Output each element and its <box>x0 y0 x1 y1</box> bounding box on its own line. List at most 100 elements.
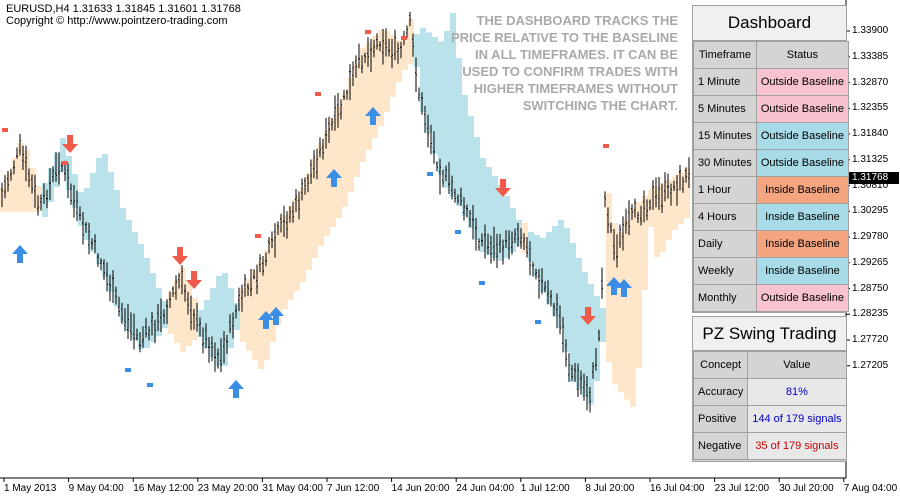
baseline-band <box>540 238 546 292</box>
baseline-band <box>648 190 654 227</box>
baseline-band <box>312 158 318 258</box>
baseline-band <box>222 273 228 366</box>
baseline-band <box>0 188 6 212</box>
baseline-band <box>396 40 402 82</box>
buy-arrow-icon <box>606 277 622 295</box>
table-row: Daily Inside Baseline <box>693 230 849 258</box>
baseline-band <box>72 174 78 208</box>
baseline-band <box>612 223 618 385</box>
price-tick-label: 1.30295 <box>852 205 889 217</box>
baseline-band <box>204 300 210 348</box>
baseline-band <box>498 185 504 261</box>
baseline-band <box>546 232 552 304</box>
baseline-band <box>264 250 270 360</box>
baseline-band <box>132 232 138 340</box>
time-tick-label: 16 May 12:00 <box>133 483 194 494</box>
baseline-band <box>456 58 462 206</box>
sell-arrow-icon <box>580 307 596 325</box>
baseline-band <box>216 276 222 366</box>
baseline-band <box>504 196 510 258</box>
dashboard-panel: Dashboard Timeframe Status 1 Minute Outside… <box>692 5 849 313</box>
status-cell: Outside Baseline <box>755 149 849 177</box>
price-tick-label: 1.31325 <box>852 153 889 165</box>
baseline-band <box>294 197 300 291</box>
baseline-band <box>318 143 324 246</box>
swing-panel: PZ Swing Trading Concept Value Accuracy 81%… <box>692 316 847 462</box>
baseline-band <box>276 226 282 324</box>
timeframe-cell: Daily <box>693 230 757 258</box>
timeframe-cell: 5 Minutes <box>693 95 757 123</box>
time-tick-label: 14 Jun 20:00 <box>391 483 450 494</box>
time-tick-label: 16 Jul 04:00 <box>650 483 705 494</box>
status-cell: Outside Baseline <box>755 122 849 150</box>
baseline-band <box>516 220 522 246</box>
baseline-band <box>24 150 30 212</box>
baseline-band <box>402 37 408 70</box>
baseline-band <box>480 158 486 252</box>
time-tick-label: 23 Jul 12:00 <box>714 483 770 494</box>
swing-marker <box>479 281 485 285</box>
baseline-band <box>636 202 642 368</box>
table-row: Negative 35 of 179 signals <box>692 432 847 460</box>
baseline-band <box>510 208 516 252</box>
copyright-text: Copyright © http://www.pointzero-trading… <box>6 15 228 27</box>
baseline-band <box>18 143 24 212</box>
value-cell: 144 of 179 signals <box>747 405 847 433</box>
baseline-band <box>324 130 330 236</box>
baseline-band <box>618 232 624 392</box>
baseline-band <box>228 288 234 348</box>
baseline-band <box>126 220 132 331</box>
baseline-band <box>186 283 192 346</box>
baseline-band <box>162 301 168 328</box>
baseline-band <box>684 167 690 218</box>
current-price-marker <box>847 172 899 184</box>
baseline-band <box>102 154 108 277</box>
dashboard-header-row: Timeframe Status <box>693 41 849 69</box>
baseline-band <box>606 193 612 362</box>
baseline-band <box>624 220 630 400</box>
timeframe-cell: Weekly <box>693 257 757 285</box>
header-concept: Concept <box>692 351 749 379</box>
time-tick-label: 1 Jul 12:00 <box>520 483 570 494</box>
baseline-band <box>660 183 666 252</box>
baseline-band <box>390 35 396 97</box>
price-tick-label: 1.28235 <box>852 308 889 320</box>
table-row: Monthly Outside Baseline <box>693 284 849 312</box>
dashboard-title: Dashboard <box>693 6 846 41</box>
price-tick-label: 1.32355 <box>852 102 889 114</box>
price-tick-label: 1.32870 <box>852 76 889 88</box>
table-row: 1 Hour Inside Baseline <box>693 176 849 204</box>
baseline-band <box>672 176 678 230</box>
baseline-band <box>30 168 36 212</box>
value-cell: 81% <box>747 378 847 406</box>
price-tick-label: 1.29265 <box>852 256 889 268</box>
baseline-band <box>192 298 198 340</box>
price-tick-label: 1.29780 <box>852 231 889 242</box>
baseline-band <box>300 188 306 282</box>
swing-header-row: Concept Value <box>692 351 847 379</box>
baseline-band <box>462 95 468 216</box>
price-tick-label: 1.28750 <box>852 282 889 294</box>
status-cell: Outside Baseline <box>755 68 849 96</box>
baseline-band <box>372 36 378 138</box>
sell-arrow-icon <box>62 135 78 153</box>
baseline-band <box>426 32 432 133</box>
baseline-band <box>42 183 48 217</box>
concept-cell: Negative <box>692 432 749 460</box>
table-row: 15 Minutes Outside Baseline <box>693 122 849 150</box>
dashboard-note: THE DASHBOARD TRACKS THE PRICE RELATIVE … <box>450 13 678 113</box>
baseline-band <box>528 232 534 262</box>
header-status: Status <box>755 41 849 69</box>
status-cell: Inside Baseline <box>755 203 849 231</box>
swing-marker <box>125 368 131 372</box>
timeframe-cell: 30 Minutes <box>693 149 757 177</box>
symbol-info: EURUSD,H4 1.31633 1.31845 1.31601 1.3176… <box>6 3 241 15</box>
baseline-band <box>240 288 246 342</box>
baseline-band <box>336 106 342 218</box>
timeframe-cell: 4 Hours <box>693 203 757 231</box>
price-tick-label: 1.31840 <box>852 128 889 139</box>
buy-arrow-icon <box>616 279 632 297</box>
baseline-band <box>570 243 576 382</box>
